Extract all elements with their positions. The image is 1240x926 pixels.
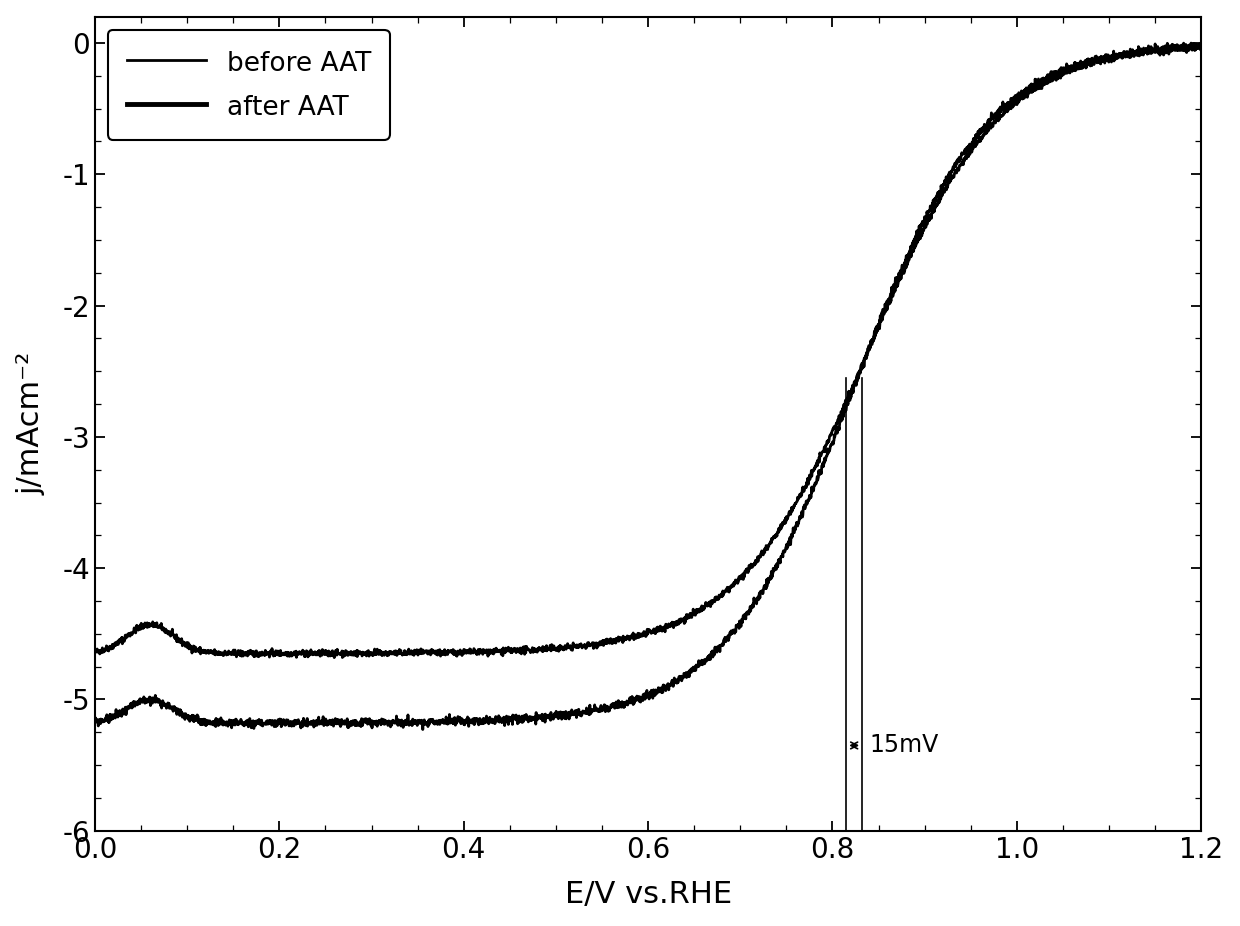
Legend: before AAT, after AAT: before AAT, after AAT xyxy=(108,30,389,140)
after AAT xyxy=(1058,66,1073,77)
before AAT xyxy=(1058,67,1073,78)
before AAT xyxy=(215,647,229,658)
before AAT xyxy=(562,642,577,653)
after AAT xyxy=(1177,45,1192,56)
before AAT xyxy=(513,648,528,659)
before AAT xyxy=(1177,44,1192,55)
after AAT xyxy=(415,724,430,735)
before AAT xyxy=(1194,37,1209,48)
before AAT xyxy=(327,652,342,663)
Line: before AAT: before AAT xyxy=(95,43,1205,657)
after AAT xyxy=(88,717,103,728)
Line: after AAT: after AAT xyxy=(95,43,1205,730)
X-axis label: E/V vs.RHE: E/V vs.RHE xyxy=(564,881,732,909)
after AAT xyxy=(1198,43,1213,54)
before AAT xyxy=(88,645,103,657)
after AAT xyxy=(513,717,528,728)
before AAT xyxy=(280,651,295,662)
after AAT xyxy=(562,707,577,718)
before AAT xyxy=(1198,42,1213,53)
after AAT xyxy=(1194,37,1209,48)
after AAT xyxy=(280,718,295,729)
Y-axis label: j/mAcm⁻²: j/mAcm⁻² xyxy=(16,352,46,495)
after AAT xyxy=(215,716,229,727)
Text: 15mV: 15mV xyxy=(869,733,939,757)
